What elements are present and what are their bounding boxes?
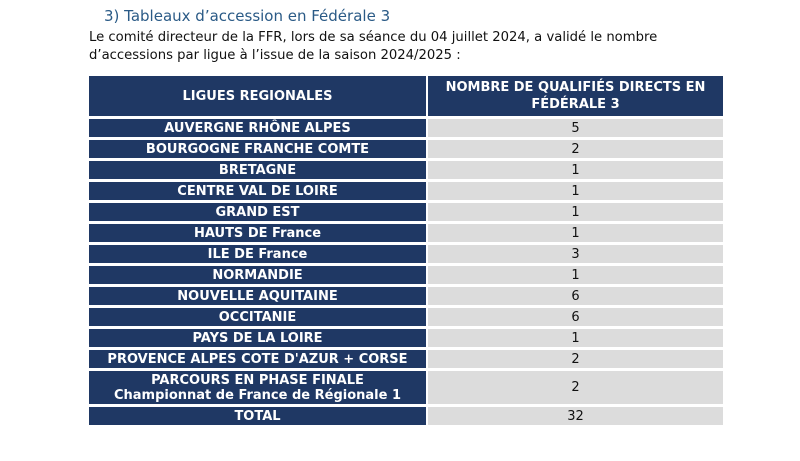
table-row: PAYS DE LA LOIRE 1 (89, 329, 723, 347)
table-row: BRETAGNE 1 (89, 161, 723, 179)
table-row: PROVENCE ALPES COTE D'AZUR + CORSE 2 (89, 350, 723, 368)
qualifies-count: 1 (428, 182, 723, 200)
qualifies-count: 3 (428, 245, 723, 263)
ligue-name: PROVENCE ALPES COTE D'AZUR + CORSE (89, 350, 428, 368)
intro-line-1: Le comité directeur de la FFR, lors de s… (89, 30, 658, 45)
qualifies-count: 1 (428, 203, 723, 221)
total-label: TOTAL (89, 407, 428, 425)
phase-finale-line-1: PARCOURS EN PHASE FINALE (151, 372, 364, 388)
total-count: 32 (428, 407, 723, 425)
intro-paragraph: Le comité directeur de la FFR, lors de s… (89, 29, 721, 65)
qualifies-count: 1 (428, 266, 723, 284)
ligue-name: ILE DE France (89, 245, 428, 263)
ligue-name: OCCITANIE (89, 308, 428, 326)
ligue-name: NOUVELLE AQUITAINE (89, 287, 428, 305)
qualifies-count: 2 (428, 140, 723, 158)
header-qualifies-line-1: NOMBRE DE QUALIFIÉS DIRECTS EN (445, 80, 706, 95)
ligue-name: GRAND EST (89, 203, 428, 221)
ligue-name: CENTRE VAL DE LOIRE (89, 182, 428, 200)
ligue-name: AUVERGNE RHÔNE ALPES (89, 119, 428, 137)
qualifies-count: 1 (428, 224, 723, 242)
accession-table: LIGUES REGIONALES NOMBRE DE QUALIFIÉS DI… (89, 73, 723, 428)
table-row: NORMANDIE 1 (89, 266, 723, 284)
table-row: BOURGOGNE FRANCHE COMTE 2 (89, 140, 723, 158)
header-ligues: LIGUES REGIONALES (89, 76, 428, 116)
table-row: HAUTS DE France 1 (89, 224, 723, 242)
qualifies-count: 6 (428, 308, 723, 326)
table-row: NOUVELLE AQUITAINE 6 (89, 287, 723, 305)
phase-finale-line-2: Championnat de France de Régionale 1 (113, 387, 402, 403)
ligue-name: NORMANDIE (89, 266, 428, 284)
qualifies-count: 6 (428, 287, 723, 305)
table-row: OCCITANIE 6 (89, 308, 723, 326)
table-row: GRAND EST 1 (89, 203, 723, 221)
total-row: TOTAL 32 (89, 407, 723, 425)
section-heading: 3) Tableaux d’accession en Fédérale 3 (104, 7, 391, 25)
intro-line-2: d’accessions par ligue à l’issue de la s… (89, 48, 461, 63)
qualifies-count: 2 (428, 350, 723, 368)
header-qualifies-line-2: FÉDÉRALE 3 (531, 97, 620, 112)
ligue-name: BRETAGNE (89, 161, 428, 179)
table-header-row: LIGUES REGIONALES NOMBRE DE QUALIFIÉS DI… (89, 76, 723, 116)
table-row: CENTRE VAL DE LOIRE 1 (89, 182, 723, 200)
qualifies-count: 1 (428, 161, 723, 179)
phase-finale-count: 2 (428, 371, 723, 404)
table-row: ILE DE France 3 (89, 245, 723, 263)
table-row: AUVERGNE RHÔNE ALPES 5 (89, 119, 723, 137)
ligue-name: HAUTS DE France (89, 224, 428, 242)
ligue-name: PAYS DE LA LOIRE (89, 329, 428, 347)
qualifies-count: 5 (428, 119, 723, 137)
ligue-name: BOURGOGNE FRANCHE COMTE (89, 140, 428, 158)
header-qualifies: NOMBRE DE QUALIFIÉS DIRECTS EN FÉDÉRALE … (428, 76, 723, 116)
qualifies-count: 1 (428, 329, 723, 347)
phase-finale-row: PARCOURS EN PHASE FINALE Championnat de … (89, 371, 723, 404)
phase-finale-label: PARCOURS EN PHASE FINALE Championnat de … (89, 371, 428, 404)
